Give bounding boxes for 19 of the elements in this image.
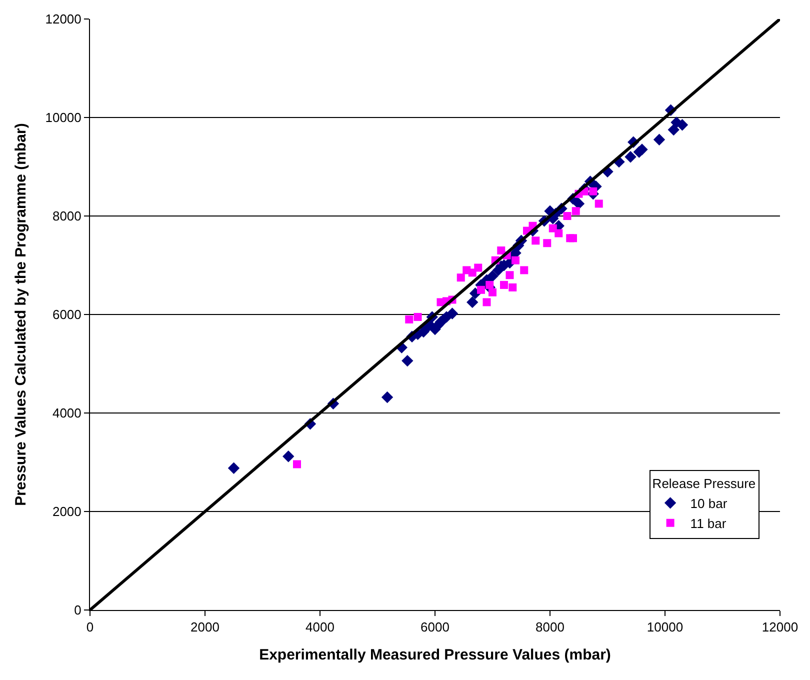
legend-label: 11 bar xyxy=(690,516,727,531)
x-tick-label: 6000 xyxy=(420,620,450,635)
y-tick-label: 2000 xyxy=(52,504,82,520)
y-tick-label: 6000 xyxy=(52,307,82,322)
y-axis-title: Pressure Values Calculated by the Programme (mbar) xyxy=(12,123,30,506)
x-tick-label: 4000 xyxy=(306,620,334,635)
y-tick-label: 10000 xyxy=(45,110,82,126)
legend-label: 10 bar xyxy=(690,496,728,511)
legend-title: Release Pressure xyxy=(652,476,756,491)
y-tick-label: 0 xyxy=(74,602,82,618)
y-tick-label: 4000 xyxy=(52,406,82,421)
x-tick-label: 0 xyxy=(86,620,94,635)
x-tick-label: 10000 xyxy=(646,620,684,635)
x-tick-label: 2000 xyxy=(190,620,220,635)
y-tick-label: 8000 xyxy=(52,208,82,224)
x-axis-title: Experimentally Measured Pressure Values (mbar) xyxy=(259,646,611,664)
y-tick-label: 12000 xyxy=(45,12,82,27)
x-tick-label: 8000 xyxy=(536,620,564,635)
x-tick-label: 12000 xyxy=(762,620,798,635)
